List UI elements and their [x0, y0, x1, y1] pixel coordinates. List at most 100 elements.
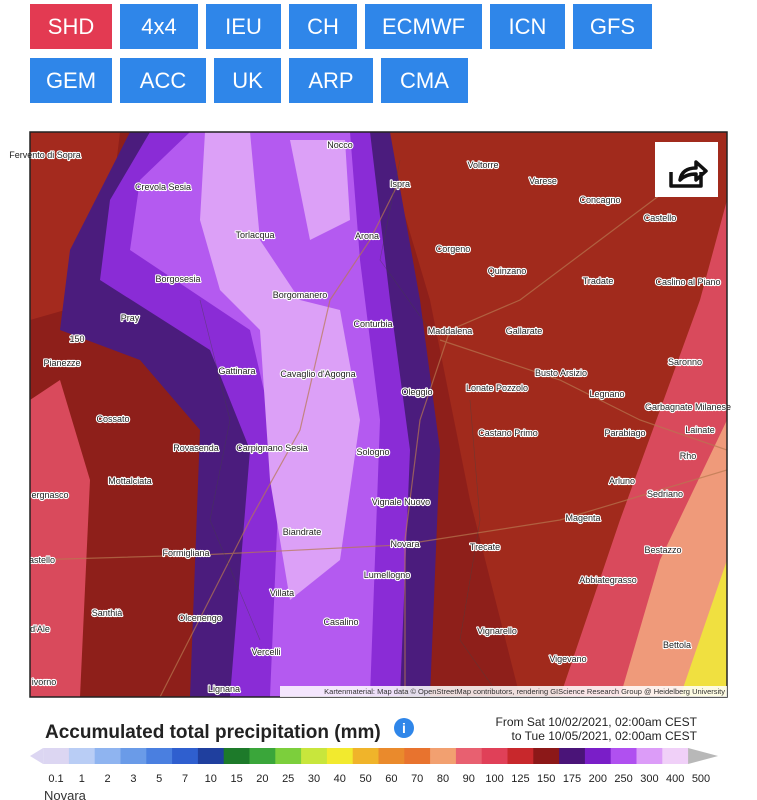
- model-button[interactable]: ACC: [120, 58, 206, 103]
- model-button[interactable]: 4x4: [120, 4, 198, 49]
- model-button[interactable]: ARP: [289, 58, 373, 103]
- model-button[interactable]: ICN: [490, 4, 565, 49]
- place-label: Mottalciata: [108, 476, 152, 486]
- place-label: Pianezze: [43, 358, 80, 368]
- scale-label: 150: [537, 773, 555, 785]
- scale-swatch: [636, 748, 663, 764]
- model-button[interactable]: GEM: [30, 58, 112, 103]
- scale-label: 90: [463, 773, 475, 785]
- scale-label: 80: [437, 773, 449, 785]
- place-label: Fervento di Sopra: [9, 150, 81, 160]
- place-label: Lumellogno: [364, 570, 411, 580]
- place-label: Formigliana: [162, 548, 209, 558]
- attribution: Kartenmaterial: Map data © OpenStreetMap…: [324, 687, 725, 696]
- model-button[interactable]: IEU: [206, 4, 281, 49]
- color-scale: 0.1 1 2 3 5 7 10 15 20 25 30 40 50 60 70 80 90 100 125 150 1…: [30, 748, 719, 785]
- model-button[interactable]: SHD: [30, 4, 112, 49]
- place-label: Garbagnate Milanese: [645, 402, 731, 412]
- place-label: Vigevano: [549, 654, 586, 664]
- scale-label: 300: [640, 773, 658, 785]
- scale-label: 125: [511, 773, 529, 785]
- place-labels: Fervento di Sopra Nocco Voltorre Varese Ispr…: [8, 139, 732, 695]
- place-label: Torlacqua: [235, 230, 274, 240]
- scale-label: 500: [692, 773, 710, 785]
- place-label: Ispra: [390, 179, 410, 189]
- scale-swatch: [404, 748, 431, 764]
- place-label: ivorno: [32, 677, 57, 687]
- scale-swatch: [249, 748, 276, 764]
- scale-swatch: [223, 748, 250, 764]
- place-label: Nocco: [327, 140, 353, 150]
- scale-label: 5: [156, 773, 162, 785]
- place-label: Lonate Pozzolo: [466, 383, 528, 393]
- scale-label: 60: [385, 773, 397, 785]
- scale-swatch: [507, 748, 534, 764]
- scale-label: 250: [614, 773, 632, 785]
- place-label: Gallarate: [506, 326, 543, 336]
- model-button[interactable]: GFS: [573, 4, 652, 49]
- place-label: astello: [29, 555, 55, 565]
- place-label: Santhià: [92, 608, 123, 618]
- scale-label: 25: [282, 773, 294, 785]
- scale-label: 20: [256, 773, 268, 785]
- date-from: From Sat 10/02/2021, 02:00am CEST: [496, 715, 698, 729]
- place-label: Parabiago: [604, 428, 645, 438]
- scale-label: 30: [308, 773, 320, 785]
- place-label: Castano Primo: [478, 428, 538, 438]
- scale-swatch: [326, 748, 354, 764]
- scale-swatch: [146, 748, 173, 764]
- place-label: Busto Arsizio: [535, 368, 587, 378]
- scale-swatch: [584, 748, 612, 764]
- model-button[interactable]: CMA: [381, 58, 468, 103]
- scale-swatch: [352, 748, 379, 764]
- svg-text:i: i: [402, 720, 406, 736]
- place-label: Bettola: [663, 640, 691, 650]
- place-label: Borgomanero: [273, 290, 328, 300]
- place-label: Villata: [270, 588, 294, 598]
- place-label: Saronno: [668, 357, 702, 367]
- map-image: [30, 132, 727, 697]
- place-label: Oleggio: [401, 387, 432, 397]
- scale-label: 100: [485, 773, 503, 785]
- place-label: Biandrate: [283, 527, 322, 537]
- place-label: Carpignano Sesia: [236, 443, 308, 453]
- place-label: 150: [69, 334, 84, 344]
- place-label: Caslino al Piano: [655, 277, 720, 287]
- place-label: Abbiategrasso: [579, 575, 637, 585]
- place-label: Arona: [355, 231, 379, 241]
- place-label: Sedriano: [647, 489, 683, 499]
- model-button[interactable]: CH: [289, 4, 357, 49]
- model-button[interactable]: UK: [214, 58, 281, 103]
- scale-label: 15: [230, 773, 242, 785]
- share-button[interactable]: [655, 142, 718, 197]
- place-label: Trecate: [470, 542, 500, 552]
- scale-label: 1: [79, 773, 85, 785]
- place-label: Legnano: [589, 389, 624, 399]
- scale-swatch: [43, 748, 70, 764]
- place-label: Castello: [644, 213, 677, 223]
- info-icon[interactable]: i: [394, 718, 414, 738]
- place-label: Rovasenda: [173, 443, 219, 453]
- scale-swatch: [301, 748, 328, 764]
- model-button[interactable]: ECMWF: [365, 4, 482, 49]
- place-label: Novara: [390, 539, 419, 549]
- scale-swatch: [68, 748, 96, 764]
- place-label: Lainate: [685, 425, 715, 435]
- scale-label: 2: [105, 773, 111, 785]
- scale-swatch: [172, 748, 199, 764]
- place-label: Maddalena: [428, 326, 473, 336]
- place-label: Lignana: [208, 684, 240, 694]
- scale-label: 3: [130, 773, 136, 785]
- scale-label: 50: [359, 773, 371, 785]
- scale-label: 175: [563, 773, 581, 785]
- place-label: Vignarello: [477, 626, 517, 636]
- scale-label: 10: [205, 773, 217, 785]
- place-label: Voltorre: [467, 160, 498, 170]
- place-label: Sologno: [356, 447, 389, 457]
- scale-arrow-left: [30, 748, 44, 764]
- place-label: Vercelli: [251, 647, 280, 657]
- place-label: ergnasco: [31, 490, 68, 500]
- place-label: Arluno: [609, 476, 635, 486]
